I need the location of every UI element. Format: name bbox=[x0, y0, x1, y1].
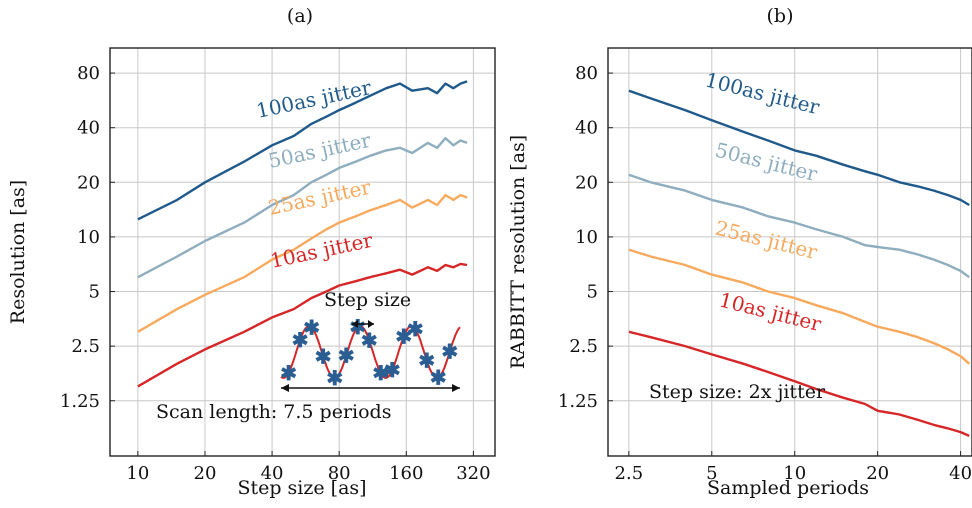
series-line-100as-jitter bbox=[137, 80, 468, 221]
sample-point-icon: ✱ bbox=[326, 366, 343, 390]
series-line-50as-jitter bbox=[137, 137, 468, 279]
inset-waveform: ✱✱✱✱✱✱✱✱✱✱✱✱✱✱✱ Step size Scan length: 7… bbox=[156, 289, 461, 423]
y-tick-label: 20 bbox=[77, 172, 100, 193]
x-tick-label: 320 bbox=[456, 463, 490, 484]
series-label: 25as jitter bbox=[713, 216, 820, 265]
x-tick-label: 80 bbox=[328, 463, 351, 484]
y-tick-label: 5 bbox=[89, 282, 100, 303]
y-tick-label: 1.25 bbox=[60, 391, 100, 412]
sample-point-icon: ✱ bbox=[372, 361, 389, 385]
series-line-25as-jitter bbox=[137, 193, 468, 333]
series-line-50as-jitter bbox=[628, 173, 970, 279]
series-label: 10as jitter bbox=[717, 288, 824, 337]
step-arrow bbox=[352, 320, 374, 328]
y-tick-label: 40 bbox=[77, 118, 100, 139]
sample-point-icon: ✱ bbox=[361, 329, 378, 353]
x-tick-label: 40 bbox=[949, 463, 972, 484]
panel-b-ylabel: RABBITT resolution [as] bbox=[507, 135, 529, 369]
sample-point-icon: ✱ bbox=[280, 361, 297, 385]
x-tick-label: 20 bbox=[866, 463, 889, 484]
x-tick-label: 20 bbox=[194, 463, 217, 484]
series-label: 50as jitter bbox=[266, 128, 373, 173]
y-tick-label: 40 bbox=[575, 118, 598, 139]
y-tick-label: 5 bbox=[587, 282, 598, 303]
sample-point-icon: ✱ bbox=[338, 344, 355, 368]
x-tick-label: 40 bbox=[261, 463, 284, 484]
panel-b: (b) 100as jitter 50as jitter 25as jitter 10… bbox=[507, 5, 972, 499]
scan-length-arrow bbox=[281, 384, 460, 392]
panel-b-xlabel: Sampled periods bbox=[707, 477, 869, 499]
panel-a-frame bbox=[109, 47, 496, 457]
sample-point-icon: ✱ bbox=[303, 315, 320, 339]
y-tick-label: 10 bbox=[77, 227, 100, 248]
y-tick-label: 10 bbox=[575, 227, 598, 248]
x-tick-label: 2.5 bbox=[615, 463, 644, 484]
panel-a-xlabel: Step size [as] bbox=[237, 477, 366, 499]
series-line-100as-jitter bbox=[628, 89, 970, 207]
sample-point-icon: ✱ bbox=[315, 344, 332, 368]
series-line-10as-jitter bbox=[628, 330, 970, 437]
panel-b-note: Step size: 2x jitter bbox=[649, 381, 826, 403]
y-tick-label: 80 bbox=[575, 63, 598, 84]
panel-b-ticks: 2.5 5 10 20 40 1.25 2.5 5 10 20 40 80 bbox=[558, 63, 972, 484]
sample-point-icon: ✱ bbox=[418, 348, 435, 372]
sample-point-icon: ✱ bbox=[292, 328, 309, 352]
series-label: 10as jitter bbox=[268, 228, 375, 273]
y-tick-label: 20 bbox=[575, 172, 598, 193]
series-line-10as-jitter bbox=[137, 262, 468, 388]
inset-step-label: Step size bbox=[324, 289, 411, 311]
sample-point-icon: ✱ bbox=[384, 358, 401, 382]
sample-point-icon: ✱ bbox=[441, 340, 458, 364]
series-label: 50as jitter bbox=[713, 138, 820, 187]
x-tick-label: 160 bbox=[389, 463, 423, 484]
y-tick-label: 1.25 bbox=[558, 391, 598, 412]
panel-a-grid bbox=[110, 48, 495, 456]
panel-b-frame bbox=[607, 47, 972, 457]
x-tick-label: 5 bbox=[706, 463, 717, 484]
y-tick-label: 80 bbox=[77, 63, 100, 84]
y-tick-label: 2.5 bbox=[71, 336, 100, 357]
series-line-25as-jitter bbox=[628, 248, 970, 365]
inset-sine-wave bbox=[280, 324, 461, 380]
panel-a-ylabel: Resolution [as] bbox=[7, 180, 29, 324]
series-label: 25as jitter bbox=[266, 175, 373, 220]
panel-a-ticks: 10 20 40 80 160 320 1.25 2.5 5 10 20 40 80 bbox=[60, 63, 491, 484]
x-tick-label: 10 bbox=[126, 463, 149, 484]
y-tick-label: 2.5 bbox=[569, 336, 598, 357]
sample-point-icon: ✱ bbox=[430, 366, 447, 390]
sample-point-icon: ✱ bbox=[407, 317, 424, 341]
inset-scan-label: Scan length: 7.5 periods bbox=[156, 401, 391, 423]
series-label: 100as jitter bbox=[703, 68, 823, 120]
x-tick-label: 10 bbox=[783, 463, 806, 484]
inset-sample-points: ✱✱✱✱✱✱✱✱✱✱✱✱✱✱✱ bbox=[280, 315, 458, 390]
sample-point-icon: ✱ bbox=[395, 324, 412, 348]
panel-a-label: (a) bbox=[287, 5, 313, 27]
panel-b-label: (b) bbox=[767, 5, 794, 27]
panel-b-grid bbox=[608, 48, 972, 456]
